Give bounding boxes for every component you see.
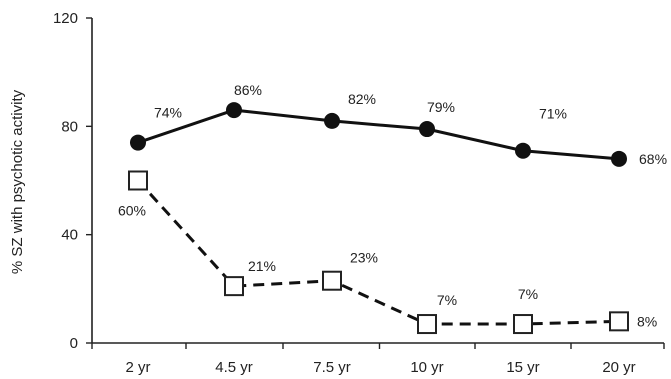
data-label: 71% xyxy=(539,106,567,122)
data-label: 60% xyxy=(118,203,146,219)
data-label: 74% xyxy=(154,105,182,121)
data-label: 8% xyxy=(637,313,657,329)
circle-marker xyxy=(515,142,531,159)
circle-marker xyxy=(130,134,146,151)
square-marker xyxy=(513,314,533,335)
x-tick-label: 2 yr xyxy=(125,359,150,376)
x-tick-label: 10 yr xyxy=(410,359,443,376)
data-label: 21% xyxy=(248,258,276,274)
square-marker xyxy=(609,311,629,332)
data-label: 23% xyxy=(350,250,378,266)
circle-marker xyxy=(611,150,627,167)
data-label: 79% xyxy=(427,99,455,115)
axes: 0 40 80 120 2 yr 4.5 yr 7.5 yr 10 yr 15 yr 20 yr xyxy=(53,10,665,376)
circle-marker xyxy=(324,112,340,129)
data-label: 7% xyxy=(437,292,457,308)
x-tick-label: 4.5 yr xyxy=(215,359,253,376)
y-tick-label: 120 xyxy=(53,10,78,27)
dashed-series-line xyxy=(136,179,620,326)
data-label: 82% xyxy=(348,91,376,107)
y-tick-label: 0 xyxy=(70,335,78,352)
solid-series-line xyxy=(137,108,620,161)
data-labels-layer: 74% 86% 82% 79% 71% 68% 60% 21% 23% 7% 7% 8% xyxy=(118,82,667,329)
y-tick-label: 80 xyxy=(61,118,78,135)
square-marker xyxy=(128,170,148,191)
data-label: 86% xyxy=(234,82,262,98)
x-tick-label: 20 yr xyxy=(602,359,635,376)
x-tick-label: 7.5 yr xyxy=(313,359,351,376)
series-layer xyxy=(128,102,629,335)
x-tick-label: 15 yr xyxy=(506,359,539,376)
data-label: 7% xyxy=(518,286,538,302)
y-axis-label: % SZ with psychotic activity xyxy=(9,89,26,274)
square-marker xyxy=(224,276,244,297)
square-marker xyxy=(417,314,437,335)
circle-marker xyxy=(419,121,435,138)
circle-marker xyxy=(226,102,242,119)
y-tick-label: 40 xyxy=(61,227,78,244)
data-label: 68% xyxy=(639,151,667,167)
square-marker xyxy=(322,270,342,291)
